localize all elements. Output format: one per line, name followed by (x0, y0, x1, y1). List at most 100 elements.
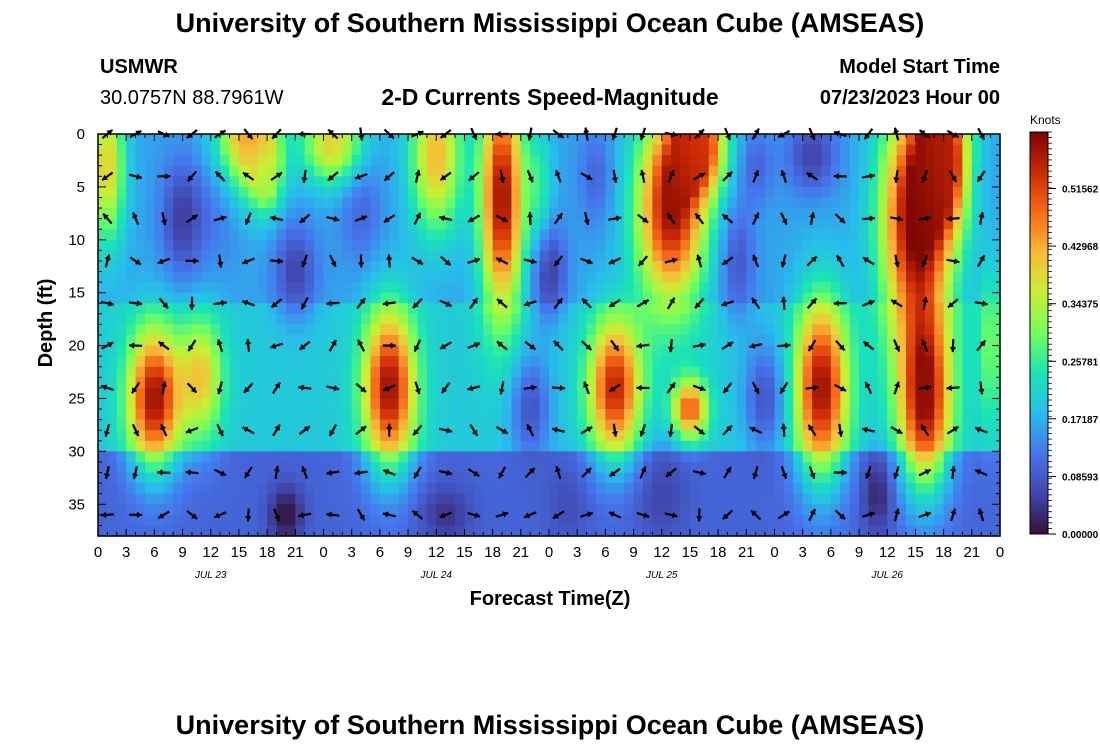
heat-cell (229, 208, 240, 220)
heat-cell (934, 472, 945, 484)
heat-cell (736, 430, 747, 442)
heat-cell (445, 493, 456, 505)
heat-cell (934, 292, 945, 304)
y-axis-label: Depth (ft) (35, 279, 57, 368)
heat-cell (342, 387, 353, 400)
heat-cell (238, 165, 249, 177)
heat-cell (765, 218, 776, 230)
heat-cell (671, 134, 682, 146)
heat-cell (511, 440, 522, 452)
heat-cell (445, 313, 456, 326)
heat-cell (257, 377, 268, 389)
current-arrow (918, 384, 932, 391)
heat-cell (812, 218, 823, 230)
heat-cell (276, 366, 287, 378)
heat-cell (812, 292, 823, 304)
heat-cell (727, 176, 738, 188)
current-arrow (610, 339, 620, 352)
heat-cell (520, 208, 531, 220)
current-arrow (386, 254, 393, 268)
heat-cell (765, 356, 776, 368)
heat-cell (351, 134, 362, 146)
current-arrow (608, 383, 621, 393)
arrow-head (501, 216, 508, 223)
heat-cell (116, 176, 127, 188)
heat-cell (830, 271, 841, 283)
heat-cell (971, 303, 982, 315)
heat-cell (144, 208, 155, 220)
heat-cell (173, 208, 184, 220)
heat-cell (624, 525, 635, 537)
heat-cell (116, 377, 127, 389)
heat-cell (990, 282, 1001, 294)
current-arrow (439, 469, 453, 476)
heat-cell (182, 461, 193, 474)
heat-cell (877, 493, 888, 505)
current-arrow (358, 254, 365, 268)
heat-cell (154, 387, 165, 400)
heat-cell (511, 483, 522, 495)
heat-cell (774, 419, 785, 431)
heat-cell (906, 483, 917, 495)
heat-cell (783, 461, 794, 474)
arrow-head (946, 215, 952, 222)
heat-cell (248, 250, 259, 262)
heat-cell (718, 271, 729, 283)
heat-cell (849, 451, 860, 463)
heat-cell (351, 377, 362, 389)
heat-cell (502, 525, 513, 537)
heat-cell (971, 271, 982, 283)
arrow-head (440, 343, 446, 349)
heat-cell (924, 387, 935, 400)
heat-cell (812, 356, 823, 368)
heat-cell (304, 229, 315, 241)
heat-cell (408, 303, 419, 315)
heat-cell (821, 525, 832, 537)
arrow-head (188, 345, 194, 351)
heat-cell (849, 250, 860, 262)
heat-cell (981, 483, 992, 495)
heat-cell (98, 208, 108, 220)
heat-cell (530, 303, 541, 315)
heat-cell (765, 155, 776, 167)
current-arrow (948, 170, 958, 183)
heat-cell (107, 504, 118, 516)
heat-cell (267, 155, 278, 167)
heat-cell (699, 525, 710, 537)
heat-cell (173, 134, 184, 146)
heat-cell (887, 419, 898, 431)
heat-cell (473, 186, 484, 199)
heat-cell (699, 165, 710, 177)
heat-cell (135, 504, 146, 516)
heat-cell (107, 377, 118, 389)
arrow-head (725, 467, 731, 473)
heat-cell (849, 493, 860, 505)
heat-cell (210, 134, 221, 146)
heat-cell (238, 366, 249, 378)
heat-cell (248, 292, 259, 304)
current-arrow (862, 340, 875, 351)
heat-cell (708, 250, 719, 262)
heat-cell (661, 514, 672, 527)
heat-cell (464, 208, 475, 220)
heat-cell (840, 239, 851, 251)
current-arrow (412, 297, 423, 309)
heat-cell (191, 398, 202, 410)
heat-cell (276, 303, 287, 315)
arrow-head (585, 467, 592, 474)
heat-cell (304, 186, 315, 199)
heat-cell (821, 409, 832, 421)
heat-cell (520, 303, 531, 315)
heat-cell (182, 345, 193, 357)
heat-cell (436, 165, 447, 177)
heat-cell (652, 514, 663, 527)
heat-cell (389, 398, 400, 410)
heat-cell (990, 260, 1001, 273)
heat-cell (144, 409, 155, 421)
heat-cell (201, 208, 212, 220)
heat-cell (295, 440, 306, 452)
heat-cell (821, 419, 832, 431)
heat-cell (201, 440, 212, 452)
heat-cell (220, 250, 231, 262)
heat-cell (605, 451, 616, 463)
